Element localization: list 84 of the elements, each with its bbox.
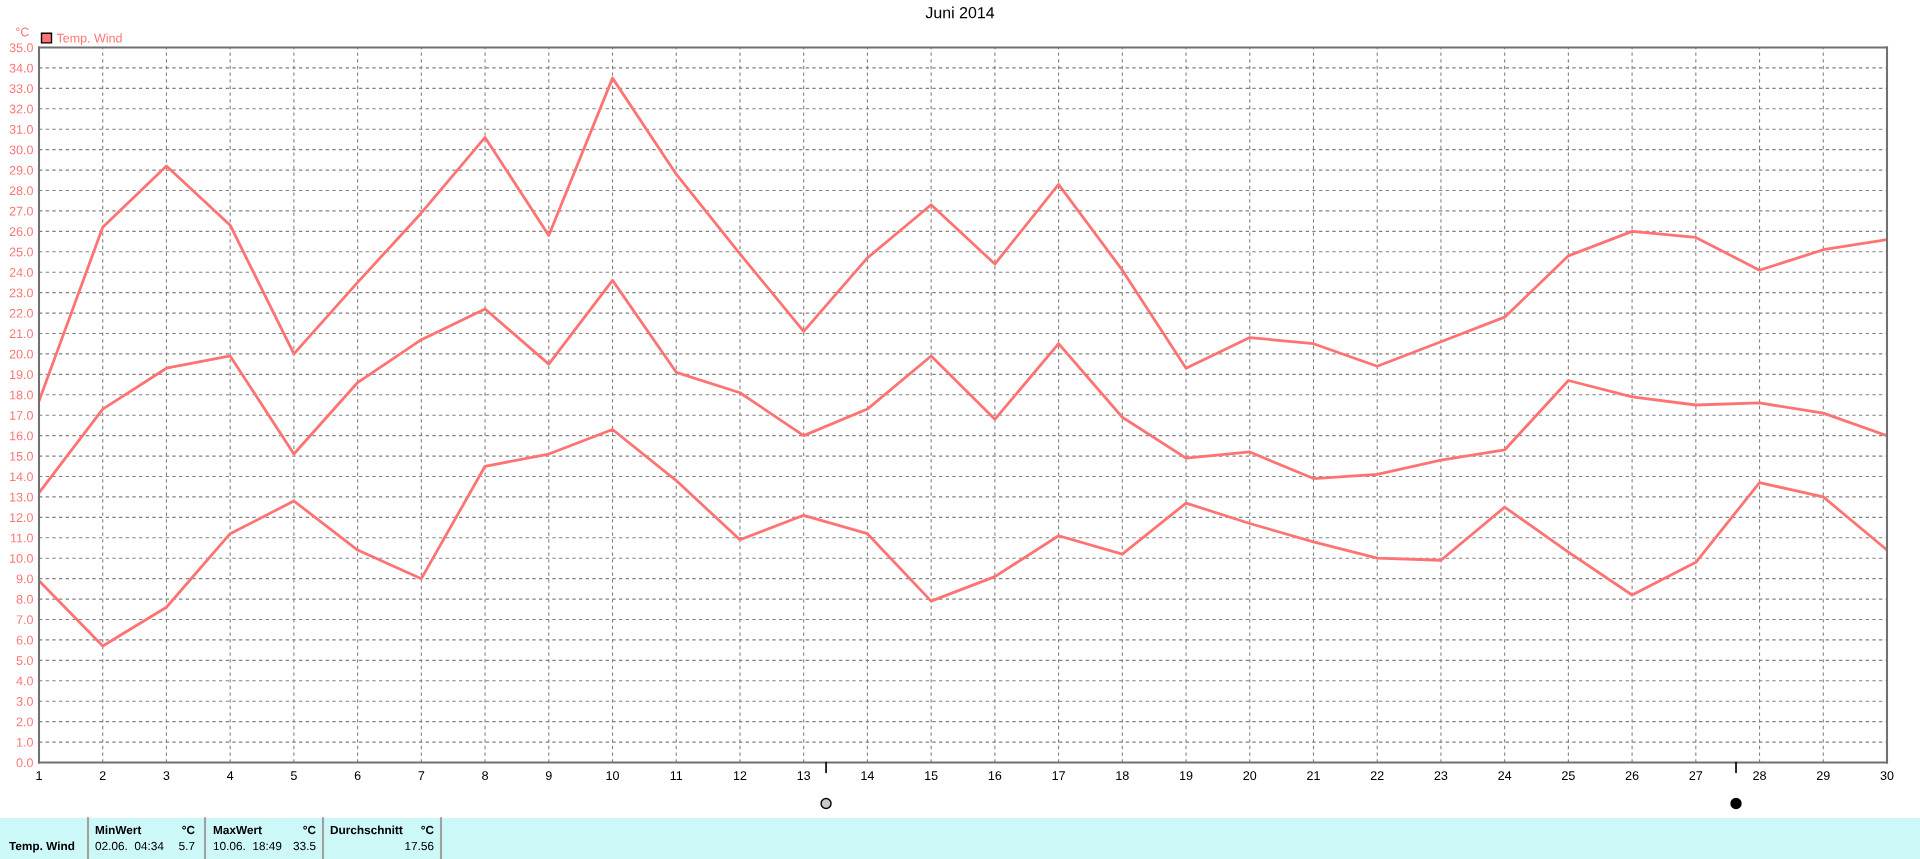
x-tick-label: 6 xyxy=(354,771,361,781)
y-tick-label: 32.0 xyxy=(9,104,33,114)
x-tick-label: 13 xyxy=(797,771,811,781)
y-tick-label: 7.0 xyxy=(16,615,33,625)
y-tick-label: 21.0 xyxy=(9,329,33,339)
legend-label: Temp. Wind xyxy=(56,33,122,45)
text: 02.06. 04:34 xyxy=(95,841,164,851)
x-tick-label: 28 xyxy=(1753,771,1766,781)
x-tick-label: 30 xyxy=(1880,771,1894,781)
x-tick-label: 26 xyxy=(1625,771,1639,781)
x-tick-label: 20 xyxy=(1243,771,1257,781)
x-tick-label: 7 xyxy=(418,771,425,780)
y-tick-label: 2.0 xyxy=(16,717,33,727)
x-tick-label: 23 xyxy=(1434,771,1448,781)
line-series xyxy=(39,279,1887,495)
text: 17.56 xyxy=(405,841,434,851)
y-tick-label: 3.0 xyxy=(16,697,33,706)
y-tick-label: 20.0 xyxy=(9,349,33,359)
y-tick-label: 8.0 xyxy=(16,594,33,604)
y-tick-label: 25.0 xyxy=(9,247,33,257)
x-tick-label: 19 xyxy=(1180,771,1193,781)
x-tick-label: 15 xyxy=(925,771,938,781)
x-tick-label: 12 xyxy=(733,771,747,780)
text: °C xyxy=(182,825,195,835)
y-tick-label: 12.0 xyxy=(10,513,33,523)
y-tick-label: 26.0 xyxy=(9,227,33,237)
text: Durchschnitt xyxy=(330,825,403,835)
y-tick-label: 24.0 xyxy=(9,268,33,277)
y-tick-label: 4.0 xyxy=(16,676,33,686)
x-tick-label: 10 xyxy=(606,771,619,781)
y-tick-label: 16.0 xyxy=(10,431,33,441)
y-tick-label: 10.0 xyxy=(10,554,33,563)
line-series xyxy=(39,428,1887,648)
y-tick-label: 15.0 xyxy=(10,451,33,461)
x-tick-label: 29 xyxy=(1816,771,1830,781)
x-tick-label: 25 xyxy=(1562,771,1575,781)
y-tick-label: 31.0 xyxy=(9,125,33,134)
y-tick-label: 1.0 xyxy=(17,737,33,747)
text: Temp. Wind xyxy=(9,841,75,853)
x-tick-label: 17 xyxy=(1052,771,1065,780)
y-tick-label: 5.0 xyxy=(16,656,33,666)
y-tick-label: 13.0 xyxy=(10,492,33,502)
y-tick-label: 23.0 xyxy=(9,288,33,298)
x-tick-label: 3 xyxy=(163,771,170,781)
y-tick-label: 22.0 xyxy=(9,308,33,318)
chart-title: Juni 2014 xyxy=(925,6,995,19)
y-tick-label: 0.0 xyxy=(16,758,33,768)
x-tick-label: 14 xyxy=(861,771,874,780)
y-tick-label: 19.0 xyxy=(10,370,33,380)
y-tick-label: 30.0 xyxy=(9,145,33,155)
x-tick-label: 1 xyxy=(36,771,42,780)
y-tick-label: 29.0 xyxy=(9,165,33,175)
x-tick-label: 24 xyxy=(1498,771,1512,780)
x-tick-label: 11 xyxy=(670,771,683,780)
line-series xyxy=(39,76,1887,403)
y-tick-label: 9.0 xyxy=(16,574,33,584)
y-axis-title: °C xyxy=(16,27,29,37)
y-tick-label: 14.0 xyxy=(10,472,33,482)
x-tick-label: 2 xyxy=(99,771,106,780)
x-tick-label: 21 xyxy=(1307,771,1320,780)
x-tick-label: 8 xyxy=(482,771,488,781)
text: MinWert xyxy=(95,825,142,835)
text: °C xyxy=(421,825,434,835)
x-tick-label: 4 xyxy=(226,771,234,780)
y-tick-label: 6.0 xyxy=(16,635,33,645)
text: °C xyxy=(303,825,316,835)
y-tick-label: 34.0 xyxy=(9,63,33,73)
text: 5.7 xyxy=(179,841,195,851)
x-tick-label: 16 xyxy=(988,771,1002,781)
text: 10.06. 18:49 xyxy=(213,841,282,851)
y-tick-label: 18.0 xyxy=(10,390,33,400)
y-tick-label: 27.0 xyxy=(9,206,33,216)
y-tick-label: 11.0 xyxy=(10,533,33,543)
y-tick-label: 28.0 xyxy=(9,186,33,196)
text: 33.5 xyxy=(293,841,316,851)
x-tick-label: 18 xyxy=(1116,771,1129,781)
y-tick-label: 17.0 xyxy=(10,411,33,420)
x-tick-label: 22 xyxy=(1370,771,1384,780)
y-tick-label: 33.0 xyxy=(9,84,33,94)
x-tick-label: 5 xyxy=(290,771,297,781)
x-tick-label: 27 xyxy=(1689,771,1703,780)
y-tick-label: 35.0 xyxy=(9,43,33,53)
x-tick-label: 9 xyxy=(545,771,552,781)
text: MaxWert xyxy=(213,825,262,835)
